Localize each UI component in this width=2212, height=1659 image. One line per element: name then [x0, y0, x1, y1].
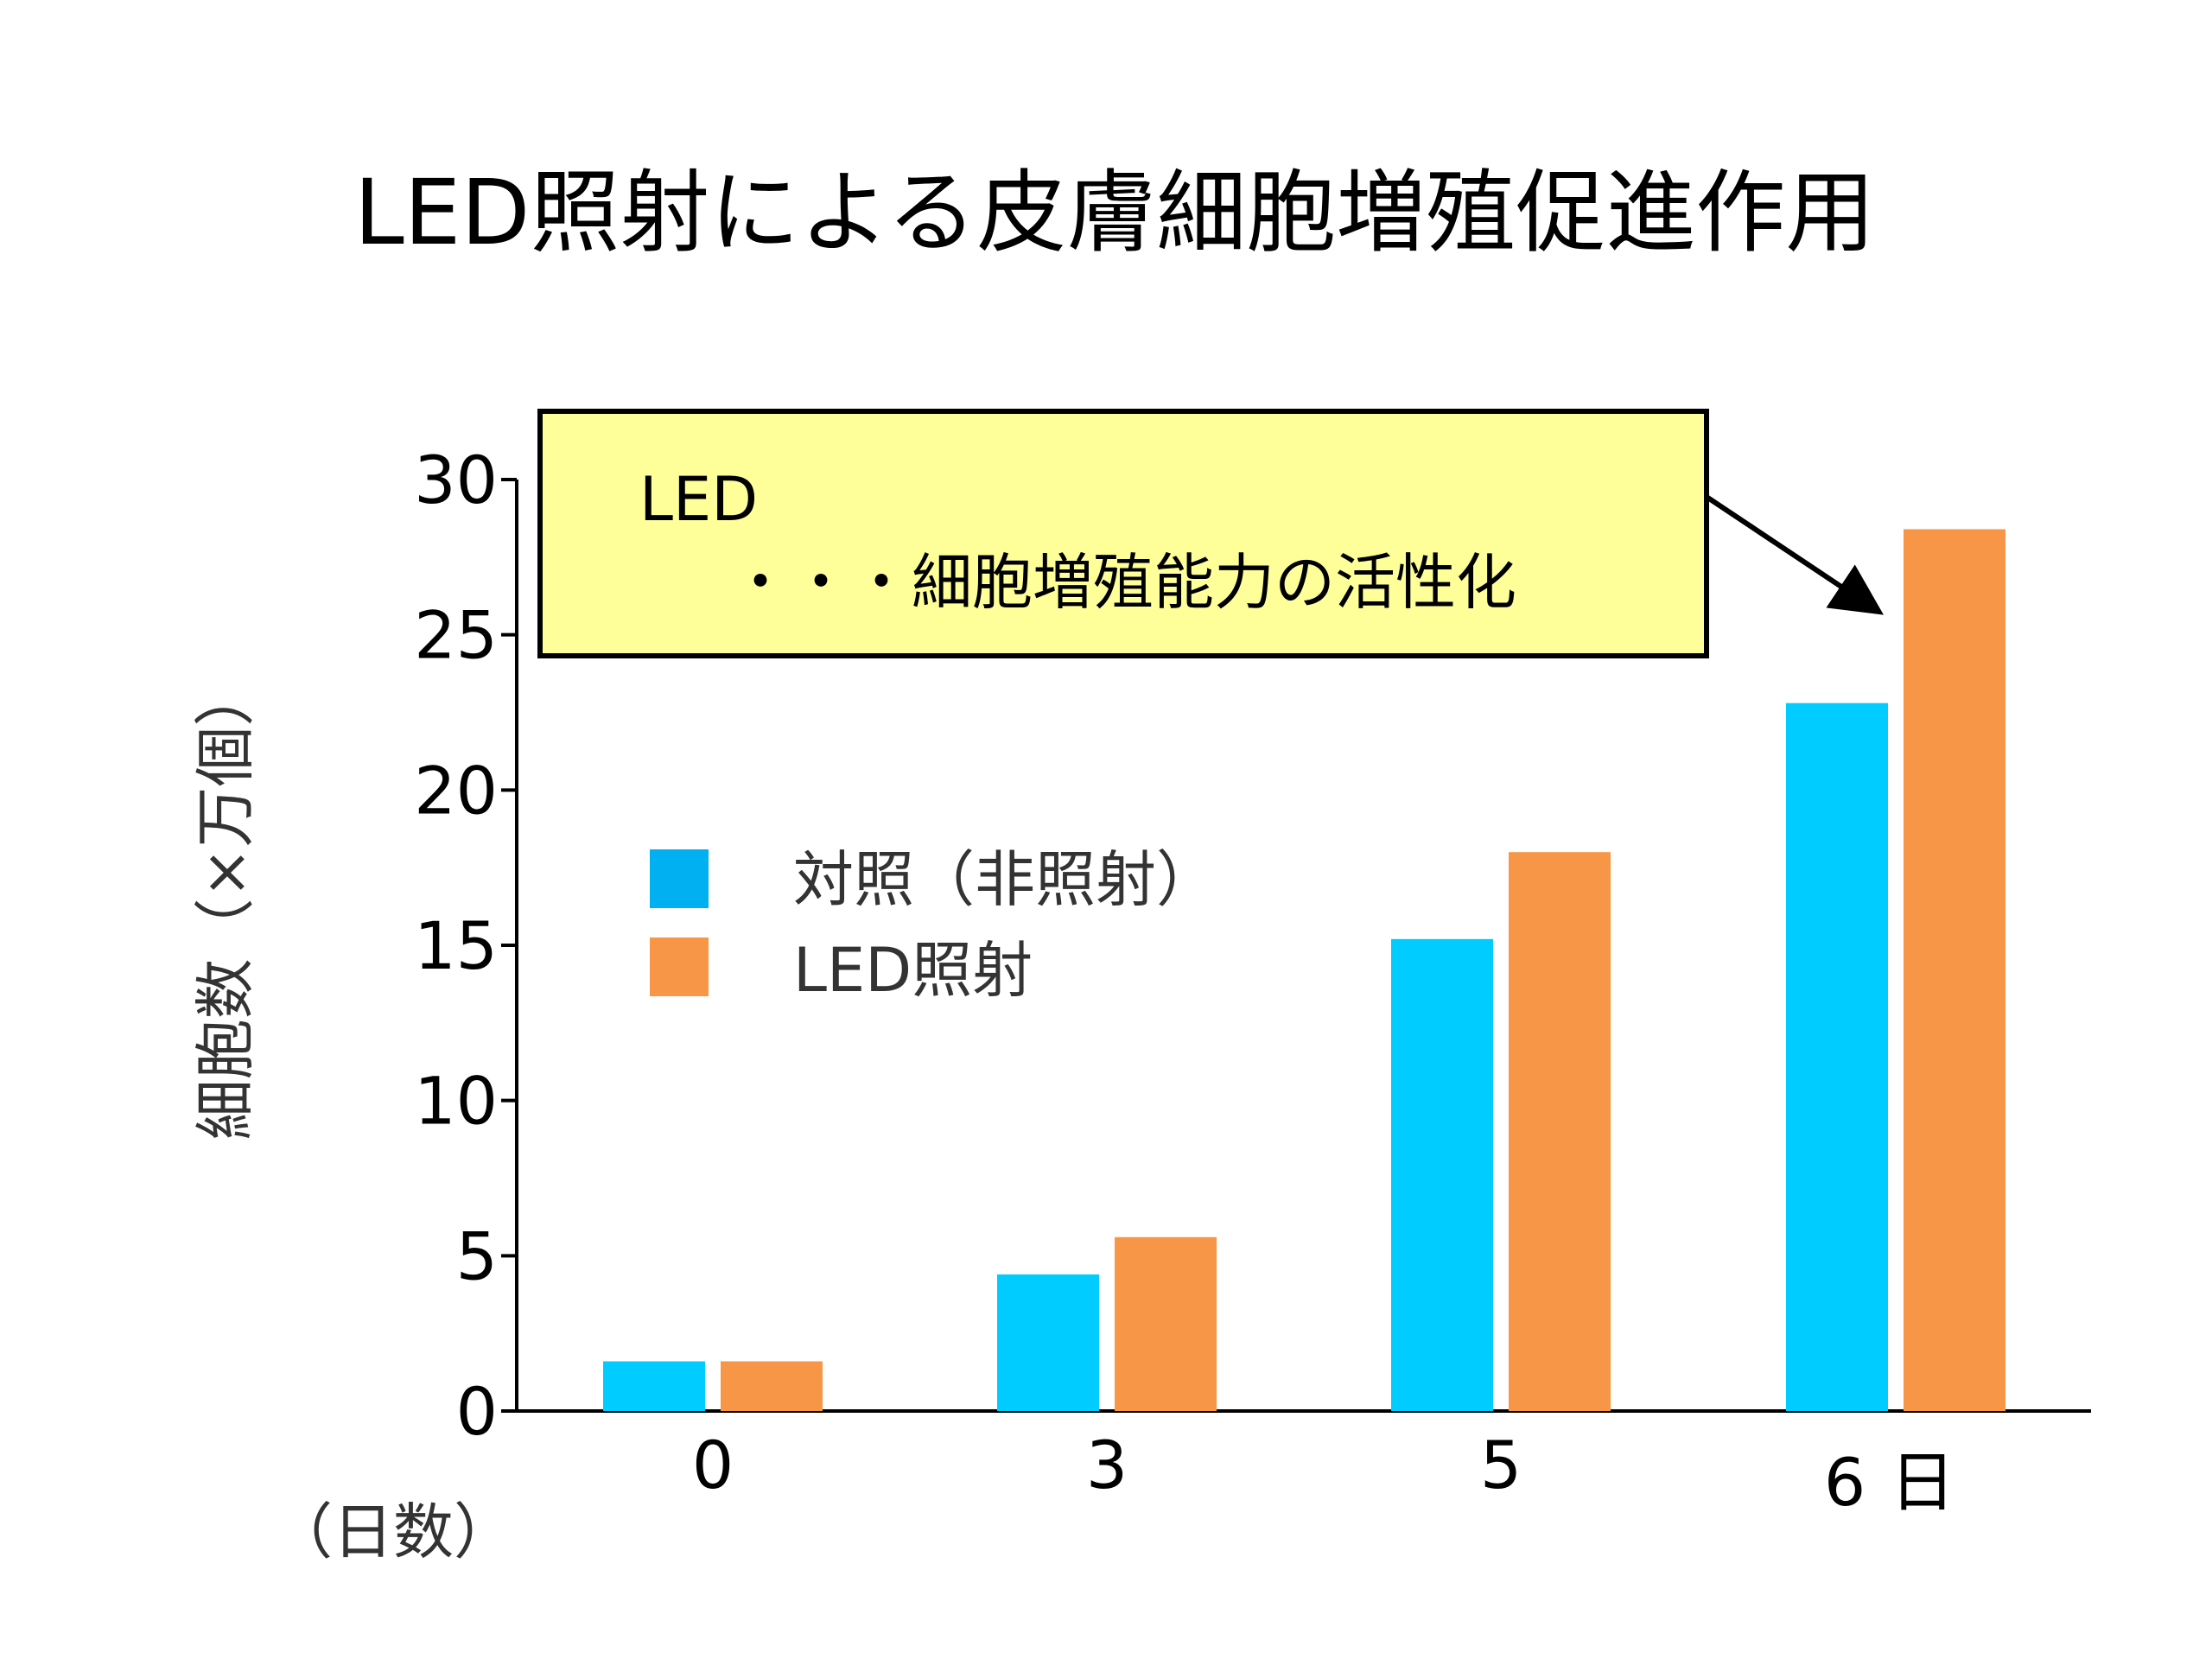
bar-led-day-5: [1509, 852, 1611, 1411]
x-tick-label: 3: [1086, 1427, 1128, 1503]
bar-led-day-6: [1904, 529, 2005, 1411]
y-tick-label: 10: [414, 1063, 498, 1140]
y-axis-label: 細胞数（×万個）: [190, 666, 261, 1141]
bar-control-day-3: [997, 1274, 1099, 1411]
x-tick-label: 0: [692, 1427, 734, 1503]
legend-swatch-control: [650, 849, 709, 908]
bar-control-day-5: [1391, 938, 1493, 1411]
bar-led-day-3: [1115, 1236, 1217, 1411]
legend-label-led: LED照射: [793, 935, 1033, 1006]
chart-title: LED照射による皮膚細胞増殖促進作用: [354, 160, 1876, 265]
x-unit-label: 日: [1890, 1444, 1955, 1521]
legend-label-control: 対照（非照射）: [793, 844, 1217, 915]
x-axis-label: （日数）: [272, 1497, 514, 1567]
y-tick-label: 30: [414, 442, 498, 518]
callout-line-1: LED: [639, 464, 758, 535]
callout-box: [537, 409, 1709, 658]
bars: [603, 529, 2005, 1411]
bar-led-day-0: [721, 1361, 823, 1411]
y-tick-label: 0: [456, 1373, 498, 1450]
y-tick-label: 5: [456, 1217, 498, 1294]
x-tick-label: 6: [1824, 1444, 1866, 1521]
callout-arrow: [1705, 494, 1884, 615]
callout: LED ・・・細胞増殖能力の活性化: [537, 409, 1709, 658]
bar-control-day-6: [1786, 702, 1888, 1411]
bar-control-day-0: [603, 1361, 705, 1411]
x-tick-label: 5: [1480, 1427, 1522, 1503]
y-tick-label: 25: [414, 597, 498, 674]
y-ticks: 0 5 10 15 20 25 30: [414, 442, 517, 1450]
legend-swatch-led: [650, 938, 709, 996]
callout-line-2: ・・・細胞増殖能力の活性化: [730, 547, 1516, 618]
y-tick-label: 20: [414, 752, 498, 829]
legend: 対照（非照射） LED照射: [650, 844, 1217, 1006]
y-tick-label: 15: [414, 907, 498, 984]
